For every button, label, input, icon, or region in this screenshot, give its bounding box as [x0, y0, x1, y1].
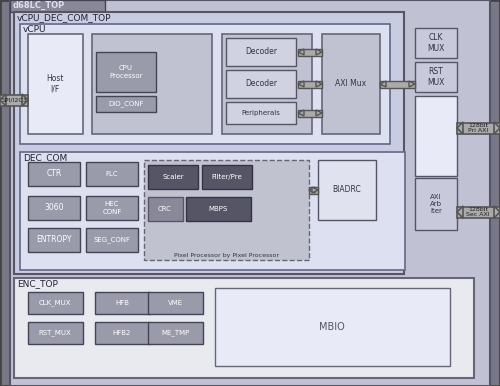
Text: DIO_CONF: DIO_CONF	[108, 101, 144, 107]
Bar	[14, 278, 474, 378]
Polygon shape	[380, 81, 386, 87]
Bar	[322, 34, 380, 134]
Text: MBIO: MBIO	[319, 322, 345, 332]
Bar	[20, 24, 390, 144]
Text: CLK
MUX: CLK MUX	[428, 33, 444, 53]
Bar	[86, 162, 138, 186]
Polygon shape	[316, 81, 322, 87]
Text: HFB: HFB	[115, 300, 129, 306]
Polygon shape	[494, 206, 500, 218]
Text: BIADRC: BIADRC	[332, 186, 362, 195]
Text: ENC_TOP: ENC_TOP	[17, 279, 58, 288]
Text: Decoder: Decoder	[245, 80, 277, 88]
Polygon shape	[298, 49, 304, 55]
Polygon shape	[316, 110, 322, 116]
Bar	[95, 292, 150, 314]
Polygon shape	[298, 81, 304, 87]
Text: DEC_COM: DEC_COM	[23, 153, 67, 162]
Text: vCPU: vCPU	[23, 25, 46, 34]
Text: 3060: 3060	[44, 203, 64, 213]
Bar	[415, 28, 457, 58]
Bar	[186, 197, 251, 221]
Bar	[28, 228, 80, 252]
Bar	[28, 322, 83, 344]
Text: HFB2: HFB2	[113, 330, 131, 336]
Bar	[226, 102, 296, 124]
Polygon shape	[0, 94, 6, 106]
Text: 128bit
Pri AXI: 128bit Pri AXI	[468, 123, 488, 134]
Text: RST
MUX: RST MUX	[428, 67, 444, 87]
Polygon shape	[409, 81, 415, 87]
Text: ENTROPY: ENTROPY	[36, 235, 72, 244]
Bar	[148, 197, 183, 221]
Bar	[309, 187, 318, 194]
Text: SPI/I2C3: SPI/I2C3	[1, 98, 27, 103]
Bar	[28, 196, 80, 220]
Bar	[28, 162, 80, 186]
Bar	[226, 70, 296, 98]
Bar	[14, 12, 404, 274]
Bar	[28, 292, 83, 314]
Polygon shape	[298, 110, 304, 116]
Text: HEC
CONF: HEC CONF	[102, 201, 122, 215]
Bar	[298, 49, 322, 56]
Bar	[457, 123, 500, 134]
Text: Host
I/F: Host I/F	[46, 74, 64, 94]
Bar	[298, 81, 322, 88]
Bar	[415, 62, 457, 92]
Bar	[415, 96, 457, 176]
Text: Filter/Pre: Filter/Pre	[212, 174, 242, 180]
Bar	[215, 288, 450, 366]
Bar	[222, 34, 312, 134]
Text: FLC: FLC	[106, 171, 118, 177]
Bar	[96, 52, 156, 92]
Text: SEG_CONF: SEG_CONF	[94, 237, 130, 244]
Text: CLK_MUX: CLK_MUX	[39, 300, 72, 306]
Bar	[148, 165, 198, 189]
Text: AXI
Arb
iter: AXI Arb iter	[430, 194, 442, 214]
Bar	[144, 160, 309, 260]
Text: d68LC_TOP: d68LC_TOP	[13, 1, 65, 10]
Bar	[86, 196, 138, 220]
Text: RST_MUX: RST_MUX	[38, 330, 72, 336]
Bar	[202, 165, 252, 189]
Text: ME_TMP: ME_TMP	[161, 330, 189, 336]
Bar	[380, 81, 415, 88]
Bar	[298, 110, 322, 117]
Bar	[86, 228, 138, 252]
Bar	[148, 322, 203, 344]
Polygon shape	[457, 206, 463, 218]
Text: CPU
Processor: CPU Processor	[109, 66, 143, 78]
Text: CRC: CRC	[158, 206, 172, 212]
Text: 128bit
Sec AXI: 128bit Sec AXI	[466, 207, 490, 217]
Bar	[318, 160, 376, 220]
Text: vCPU_DEC_COM_TOP: vCPU_DEC_COM_TOP	[17, 13, 112, 22]
Bar	[226, 38, 296, 66]
Text: Pixel Processor by Pixel Processor: Pixel Processor by Pixel Processor	[174, 253, 279, 258]
Text: VME: VME	[168, 300, 182, 306]
Polygon shape	[316, 49, 322, 55]
Polygon shape	[309, 187, 315, 193]
Text: Scaler: Scaler	[162, 174, 184, 180]
Bar	[20, 152, 405, 270]
Bar	[28, 34, 83, 134]
Polygon shape	[22, 94, 28, 106]
Bar	[457, 207, 500, 218]
Text: Decoder: Decoder	[245, 47, 277, 56]
Bar	[10, 0, 105, 12]
Text: AXI Mux: AXI Mux	[336, 80, 366, 88]
Bar	[96, 96, 156, 112]
Bar	[148, 292, 203, 314]
Bar	[0, 95, 28, 106]
Bar	[415, 178, 457, 230]
Text: Peripherals: Peripherals	[242, 110, 281, 116]
Text: MBPS: MBPS	[208, 206, 228, 212]
Polygon shape	[457, 122, 463, 134]
Bar	[92, 34, 212, 134]
Bar	[95, 322, 150, 344]
Text: CTR: CTR	[46, 169, 62, 178]
Polygon shape	[494, 122, 500, 134]
Polygon shape	[312, 187, 318, 193]
